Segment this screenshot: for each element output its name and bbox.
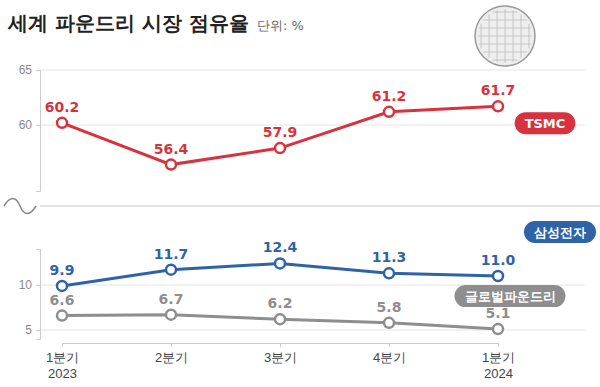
x-tick-label-line: 2024 [484, 366, 513, 381]
y-tick-mark [36, 70, 40, 71]
y-tick-mark [36, 330, 40, 331]
x-axis: 1분기20232분기3분기4분기1분기2024 [46, 343, 515, 381]
series-marker [384, 318, 394, 328]
series-marker [166, 310, 176, 320]
x-tick-label: 1분기2024 [482, 350, 515, 381]
x-tick-label: 2분기 [155, 350, 188, 365]
data-label: 5.8 [377, 299, 402, 315]
series-marker [493, 271, 503, 281]
y-tick: 10 [19, 278, 40, 292]
series-marker [384, 268, 394, 278]
y-tick: 5 [25, 323, 40, 337]
x-tick-label: 4분기 [373, 350, 406, 365]
series-marker [275, 143, 285, 153]
x-tick-label-line: 1분기 [482, 350, 515, 365]
legend-pill [515, 112, 576, 134]
x-tick-mark [280, 343, 281, 347]
series-marker [57, 311, 67, 321]
y-tick-label: 10 [19, 278, 33, 292]
grid-line [40, 70, 585, 71]
series-line [62, 106, 498, 164]
labels: 60.2 56.4 57.9 61.2 61.7 TSMC 9.9 11.7 12.4 11.3 1… [45, 82, 596, 321]
grid-line [40, 125, 585, 126]
plot-area [57, 258, 503, 334]
legend-pill [524, 221, 596, 243]
x-tick: 4분기 [373, 343, 406, 365]
series-marker [275, 258, 285, 268]
series-marker [384, 107, 394, 117]
series-marker [493, 101, 503, 111]
legend-label: 삼성전자 [534, 225, 586, 240]
y-tick-mark [36, 125, 40, 126]
series-marker [493, 324, 503, 334]
x-tick: 2분기 [155, 343, 188, 365]
title: 세계 파운드리 시장 점유율 [7, 11, 249, 35]
x-tick-label-line: 2023 [48, 366, 77, 381]
x-tick-mark [498, 343, 499, 347]
x-tick-label: 3분기 [264, 350, 297, 365]
y-tick-mark [36, 285, 40, 286]
legend-label: 글로벌파운드리 [465, 289, 556, 304]
y-axis-line [36, 250, 41, 340]
data-label: 12.4 [263, 239, 298, 255]
data-label: 5.1 [486, 305, 511, 321]
x-tick-label-line: 2분기 [155, 350, 188, 365]
legend-pill [455, 285, 566, 307]
data-label: 56.4 [154, 141, 189, 157]
panel: 60 65 [19, 63, 585, 191]
subtitle: 단위: % [257, 18, 304, 33]
data-label: 57.9 [263, 124, 298, 140]
legend-item: TSMC [515, 112, 576, 134]
axis-break [4, 199, 600, 214]
legend-label: TSMC [525, 116, 566, 131]
y-tick: 65 [19, 63, 40, 77]
data-label: 61.7 [481, 82, 516, 98]
y-tick-label: 60 [19, 118, 33, 132]
x-tick-mark [389, 343, 390, 347]
x-axis-line [63, 344, 499, 348]
data-label: 11.3 [372, 249, 407, 265]
y-tick-label: 65 [19, 63, 33, 77]
data-label: 60.2 [45, 99, 80, 115]
series-marker [166, 265, 176, 275]
wafer-icon [475, 6, 535, 66]
x-tick-label-line: 3분기 [264, 350, 297, 365]
x-tick-label-line: 1분기 [46, 350, 79, 365]
grid [40, 285, 585, 330]
y-tick: 60 [19, 118, 40, 132]
x-tick-label: 1분기2023 [46, 350, 79, 381]
chart: 세계 파운드리 시장 점유율단위: %60655101분기20232분기3분기4… [0, 0, 600, 387]
data-label: 6.7 [159, 291, 184, 307]
y-axis-line [36, 71, 41, 192]
data-label: 11.7 [154, 246, 189, 262]
y-tick-label: 5 [25, 323, 32, 337]
y-axis: 60 65 [19, 63, 41, 191]
series-marker [57, 118, 67, 128]
data-label: 61.2 [372, 88, 407, 104]
x-tick: 1분기2024 [482, 343, 515, 381]
data-label: 6.2 [268, 295, 293, 311]
x-tick-mark [171, 343, 172, 347]
plot-area [57, 101, 503, 169]
series-marker [275, 314, 285, 324]
panel: 5101분기20232분기3분기4분기1분기2024 [19, 250, 585, 381]
grid [40, 70, 585, 125]
data-label: 6.6 [50, 292, 75, 308]
x-tick: 1분기2023 [46, 343, 79, 381]
series-marker [57, 281, 67, 291]
series-line [62, 315, 498, 329]
series-marker [166, 160, 176, 170]
x-tick: 3분기 [264, 343, 297, 365]
data-label: 11.0 [481, 252, 516, 268]
legend-item: 삼성전자 [524, 221, 596, 243]
x-tick-mark [62, 343, 63, 347]
x-tick-label-line: 4분기 [373, 350, 406, 365]
y-axis: 5 10 [19, 250, 41, 340]
data-label: 9.9 [50, 262, 75, 278]
legend-item: 글로벌파운드리 [455, 285, 566, 307]
